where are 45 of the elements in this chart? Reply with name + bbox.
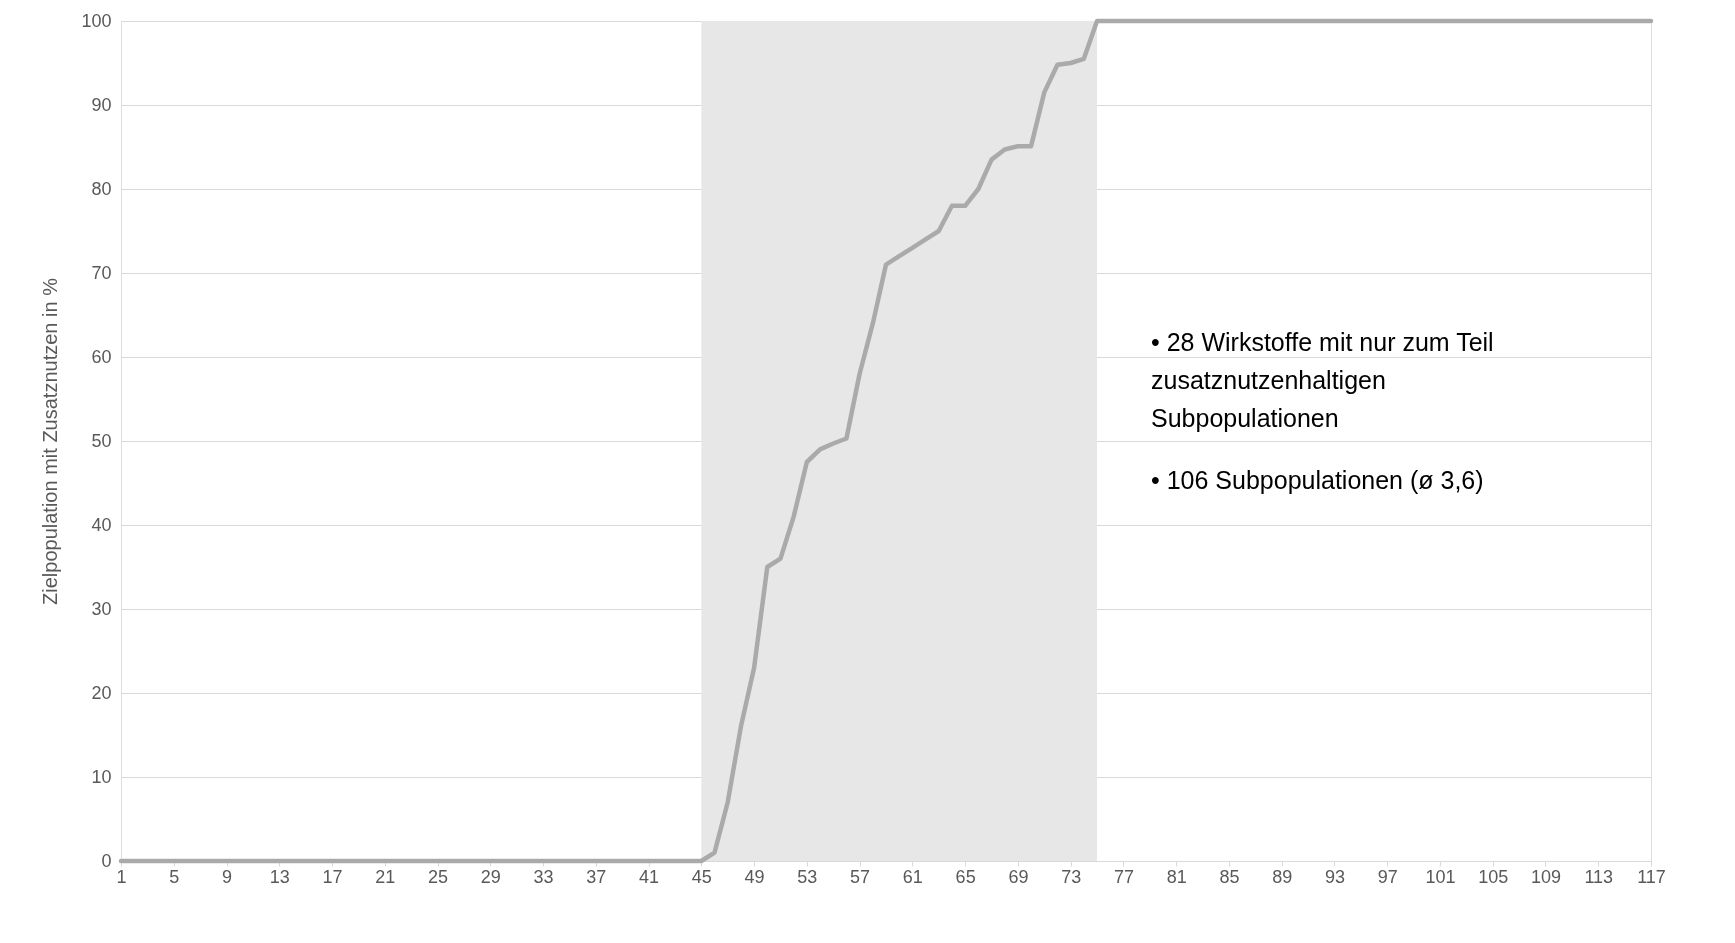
x-tick-label: 17 xyxy=(322,866,343,887)
x-tick-label: 5 xyxy=(169,866,180,887)
x-tick-label: 33 xyxy=(533,866,554,887)
x-tick-label: 53 xyxy=(797,866,818,887)
x-tick-label: 109 xyxy=(1530,866,1562,887)
x-tick-label: 73 xyxy=(1061,866,1082,887)
x-tick-label: 65 xyxy=(955,866,976,887)
x-tick-label: 29 xyxy=(480,866,501,887)
x-tick-label: 117 xyxy=(1637,866,1666,887)
y-tick-label: 80 xyxy=(91,178,112,199)
y-tick-label: 10 xyxy=(91,766,112,787)
x-tick-label: 93 xyxy=(1324,866,1345,887)
y-tick-label: 70 xyxy=(91,262,112,283)
annotation: • 28 Wirkstoffe mit nur zum Teil zusatznutzenhaltigen Subpopulationen xyxy=(1151,328,1494,432)
x-tick-label: 77 xyxy=(1113,866,1134,887)
x-tick-label: 41 xyxy=(639,866,660,887)
y-tick-label: 100 xyxy=(81,10,112,31)
x-tick-label: 57 xyxy=(850,866,871,887)
x-tick-label: 105 xyxy=(1478,866,1509,887)
x-tick-label: 81 xyxy=(1166,866,1187,887)
y-tick-label: 40 xyxy=(91,514,112,535)
x-tick-label: 37 xyxy=(586,866,607,887)
x-tick-label: 69 xyxy=(1008,866,1029,887)
line-series xyxy=(118,18,1654,864)
x-tick-label: 45 xyxy=(691,866,712,887)
x-tick-label: 13 xyxy=(269,866,290,887)
y-tick-label: 50 xyxy=(91,430,112,451)
x-tick-label: 1 xyxy=(116,866,127,887)
x-tick-label: 85 xyxy=(1219,866,1240,887)
annotation: • 106 Subpopulationen (ø 3,6) xyxy=(1151,466,1484,494)
y-axis-title: Zielpopulation mit Zusatznutzen in % xyxy=(39,277,62,605)
y-tick-label: 30 xyxy=(91,598,112,619)
x-tick-label: 9 xyxy=(222,866,233,887)
y-tick-label: 20 xyxy=(91,682,112,703)
x-tick-label: 113 xyxy=(1584,866,1614,887)
x-tick-label: 49 xyxy=(744,866,765,887)
y-tick-label: 90 xyxy=(91,94,112,115)
y-tick-label: 0 xyxy=(101,850,112,871)
x-tick-label: 97 xyxy=(1377,866,1398,887)
x-tick-label: 25 xyxy=(428,866,449,887)
x-tick-label: 21 xyxy=(375,866,396,887)
x-tick-label: 61 xyxy=(902,866,923,887)
x-tick-label: 89 xyxy=(1272,866,1293,887)
x-tick-label: 101 xyxy=(1425,866,1456,887)
y-tick-label: 60 xyxy=(91,346,112,367)
